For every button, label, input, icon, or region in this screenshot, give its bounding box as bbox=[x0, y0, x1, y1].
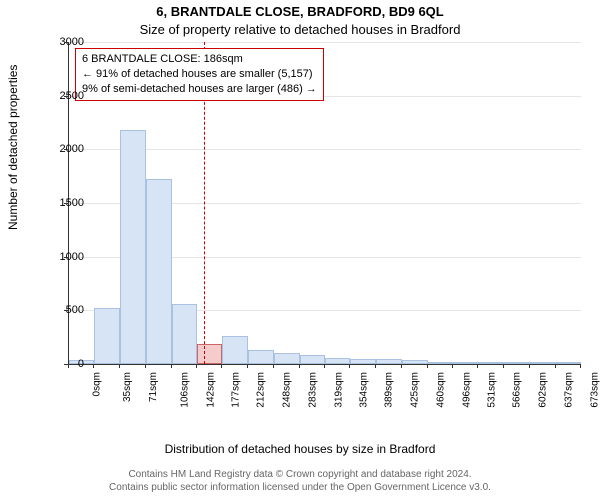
x-tick-label: 637sqm bbox=[563, 372, 574, 408]
bar bbox=[556, 362, 581, 364]
bar bbox=[94, 308, 120, 364]
y-tick-label: 3000 bbox=[40, 36, 84, 48]
x-tick-label: 354sqm bbox=[359, 372, 370, 408]
x-tick-label: 425sqm bbox=[410, 372, 421, 408]
bar bbox=[428, 362, 453, 364]
x-tick-label: 142sqm bbox=[205, 372, 216, 408]
x-tick-mark bbox=[375, 364, 376, 368]
bar bbox=[146, 179, 172, 364]
x-tick-mark bbox=[299, 364, 300, 368]
x-tick-label: 602sqm bbox=[538, 372, 549, 408]
bar bbox=[530, 362, 556, 364]
y-axis-label: Number of detached properties bbox=[6, 65, 20, 230]
x-tick-label: 35sqm bbox=[122, 372, 133, 402]
x-tick-label: 283sqm bbox=[307, 372, 318, 408]
bar bbox=[300, 355, 325, 364]
x-tick-mark bbox=[477, 364, 478, 368]
page-title: 6, BRANTDALE CLOSE, BRADFORD, BD9 6QL bbox=[0, 4, 600, 19]
x-tick-mark bbox=[93, 364, 94, 368]
x-tick-label: 496sqm bbox=[461, 372, 472, 408]
x-tick-label: 566sqm bbox=[512, 372, 523, 408]
x-tick-mark bbox=[196, 364, 197, 368]
bar bbox=[402, 360, 428, 364]
x-tick-mark bbox=[273, 364, 274, 368]
x-tick-mark bbox=[324, 364, 325, 368]
x-tick-mark bbox=[119, 364, 120, 368]
x-tick-label: 319sqm bbox=[333, 372, 344, 408]
bar bbox=[350, 359, 376, 364]
y-tick-label: 2000 bbox=[40, 143, 84, 155]
page-subtitle: Size of property relative to detached ho… bbox=[0, 22, 600, 37]
x-tick-mark bbox=[555, 364, 556, 368]
bar bbox=[478, 362, 504, 364]
y-tick-label: 2500 bbox=[40, 90, 84, 102]
x-tick-mark bbox=[247, 364, 248, 368]
bar bbox=[325, 358, 350, 364]
histogram-plot: 6 BRANTDALE CLOSE: 186sqm ← 91% of detac… bbox=[68, 42, 581, 365]
x-axis-label: Distribution of detached houses by size … bbox=[0, 442, 600, 456]
bar-highlight bbox=[197, 344, 222, 364]
x-tick-label: 71sqm bbox=[148, 372, 159, 402]
x-tick-label: 460sqm bbox=[435, 372, 446, 408]
y-tick-mark bbox=[64, 257, 68, 258]
x-tick-mark bbox=[221, 364, 222, 368]
credit-line-1: Contains HM Land Registry data © Crown c… bbox=[0, 469, 600, 482]
x-tick-label: 177sqm bbox=[231, 372, 242, 408]
x-tick-label: 389sqm bbox=[384, 372, 395, 408]
y-tick-label: 500 bbox=[40, 304, 84, 316]
x-tick-label: 0sqm bbox=[91, 372, 102, 396]
y-tick-mark bbox=[64, 310, 68, 311]
bar bbox=[248, 350, 273, 364]
x-tick-mark bbox=[529, 364, 530, 368]
bar bbox=[120, 130, 145, 364]
x-tick-label: 106sqm bbox=[179, 372, 190, 408]
x-tick-label: 248sqm bbox=[282, 372, 293, 408]
bar bbox=[504, 362, 529, 364]
y-tick-mark bbox=[64, 96, 68, 97]
x-tick-mark bbox=[580, 364, 581, 368]
x-tick-mark bbox=[68, 364, 69, 368]
credit-text: Contains HM Land Registry data © Crown c… bbox=[0, 469, 600, 494]
y-tick-label: 0 bbox=[40, 358, 84, 370]
bar bbox=[172, 304, 197, 364]
x-tick-mark bbox=[401, 364, 402, 368]
bar bbox=[274, 353, 300, 364]
annotation-line-3: 9% of semi-detached houses are larger (4… bbox=[82, 82, 317, 97]
annotation-line-2: ← 91% of detached houses are smaller (5,… bbox=[82, 67, 317, 82]
credit-line-2: Contains public sector information licen… bbox=[0, 482, 600, 495]
y-tick-mark bbox=[64, 42, 68, 43]
annotation-line-1: 6 BRANTDALE CLOSE: 186sqm bbox=[82, 52, 317, 67]
annotation-box: 6 BRANTDALE CLOSE: 186sqm ← 91% of detac… bbox=[75, 48, 324, 101]
x-tick-label: 212sqm bbox=[256, 372, 267, 408]
x-tick-mark bbox=[427, 364, 428, 368]
x-tick-mark bbox=[349, 364, 350, 368]
x-tick-mark bbox=[503, 364, 504, 368]
y-tick-label: 1000 bbox=[40, 251, 84, 263]
y-tick-mark bbox=[64, 149, 68, 150]
x-tick-mark bbox=[145, 364, 146, 368]
x-tick-label: 673sqm bbox=[589, 372, 600, 408]
x-tick-mark bbox=[452, 364, 453, 368]
x-tick-label: 531sqm bbox=[487, 372, 498, 408]
y-tick-mark bbox=[64, 203, 68, 204]
bar bbox=[222, 336, 248, 364]
bar bbox=[376, 359, 401, 364]
y-tick-label: 1500 bbox=[40, 197, 84, 209]
bar bbox=[453, 362, 478, 364]
x-tick-mark bbox=[171, 364, 172, 368]
